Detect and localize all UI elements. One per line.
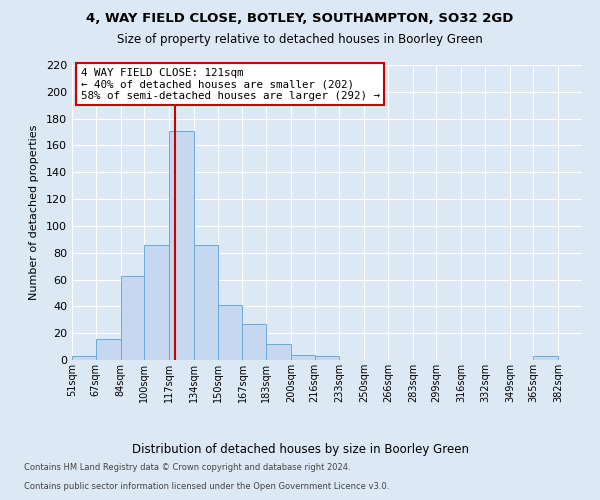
Bar — [95, 338, 121, 360]
Bar — [144, 244, 169, 360]
Bar — [291, 354, 314, 360]
Bar — [218, 305, 242, 360]
Text: Size of property relative to detached houses in Boorley Green: Size of property relative to detached ho… — [117, 32, 483, 46]
Bar — [169, 130, 194, 360]
Text: 4, WAY FIELD CLOSE, BOTLEY, SOUTHAMPTON, SO32 2GD: 4, WAY FIELD CLOSE, BOTLEY, SOUTHAMPTON,… — [86, 12, 514, 26]
Bar — [533, 356, 559, 360]
Text: 4 WAY FIELD CLOSE: 121sqm
← 40% of detached houses are smaller (202)
58% of semi: 4 WAY FIELD CLOSE: 121sqm ← 40% of detac… — [81, 68, 380, 101]
Bar — [266, 344, 291, 360]
Bar — [242, 324, 266, 360]
Y-axis label: Number of detached properties: Number of detached properties — [29, 125, 39, 300]
Text: Contains HM Land Registry data © Crown copyright and database right 2024.: Contains HM Land Registry data © Crown c… — [24, 464, 350, 472]
Bar — [314, 356, 340, 360]
Bar — [72, 356, 95, 360]
Text: Contains public sector information licensed under the Open Government Licence v3: Contains public sector information licen… — [24, 482, 389, 491]
Bar — [121, 276, 144, 360]
Text: Distribution of detached houses by size in Boorley Green: Distribution of detached houses by size … — [131, 442, 469, 456]
Bar — [194, 244, 218, 360]
